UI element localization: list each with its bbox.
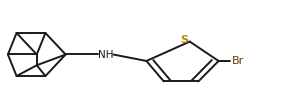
Text: NH: NH [98, 49, 114, 60]
Text: Br: Br [232, 56, 244, 66]
Text: S: S [180, 35, 188, 45]
